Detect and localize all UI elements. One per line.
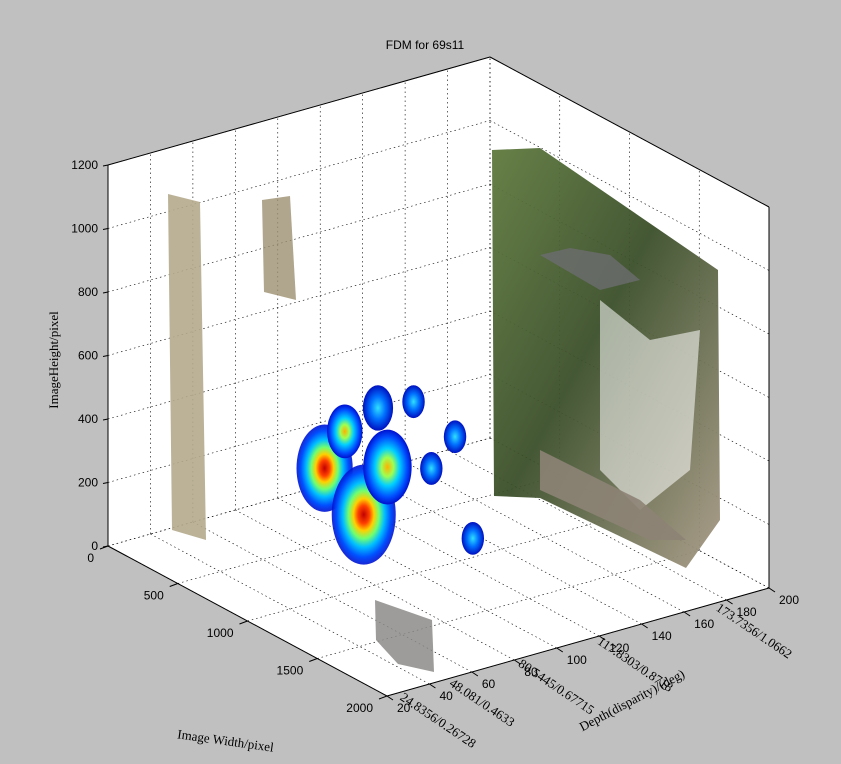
grid-line — [107, 247, 491, 356]
image-slice-far-ground — [540, 450, 686, 540]
y-axis-ticks: 0 200 400 600 800 1000 1200 — [71, 158, 109, 553]
y-tick-label: 400 — [78, 412, 98, 426]
depth-tick-mark — [726, 599, 733, 605]
image-slice-1 — [168, 194, 206, 540]
y-tick-mark — [102, 291, 109, 294]
x-tick-label: 500 — [144, 589, 164, 603]
depth-tick-mark — [641, 623, 648, 629]
depth-tick-mark — [514, 659, 521, 665]
grid-line — [320, 485, 600, 637]
x-tick-label: 0 — [87, 551, 94, 565]
x-tick-mark — [378, 695, 388, 700]
y-tick-label: 1000 — [71, 222, 98, 236]
axis-edge — [489, 56, 770, 208]
y-tick-label: 800 — [78, 285, 98, 299]
x-tick-mark — [169, 583, 178, 587]
depth-tick-mark — [768, 587, 776, 593]
grid-line — [150, 533, 430, 685]
chart-title: FDM for 69s11 — [386, 38, 465, 52]
depth-tick-label: 160 — [694, 617, 714, 631]
grid-line — [107, 183, 491, 293]
grid-line — [277, 497, 557, 649]
depth-tick-mark — [683, 611, 691, 617]
fixation-blob — [327, 404, 363, 459]
y-axis-label: ImageHeight/pixel — [46, 311, 61, 409]
depth-tick-mark — [556, 647, 564, 653]
grid-line — [447, 449, 727, 601]
grid-line — [247, 512, 630, 622]
grid-line — [404, 461, 685, 613]
y-tick-label: 0 — [91, 539, 98, 553]
depth-slice-near-far — [168, 148, 720, 672]
depth-tick-label: 40 — [439, 689, 453, 703]
depth-axis-ticks: 20 40 60 80 100 120 140 160 180 200 — [386, 587, 799, 715]
y-tick-mark — [102, 545, 109, 548]
fixation-density-map — [296, 385, 485, 565]
grid-line — [362, 473, 642, 625]
y-tick-mark — [102, 482, 109, 484]
depth-tick-label: 140 — [652, 629, 672, 643]
depth-tick-mark — [598, 635, 606, 641]
grid-line — [107, 437, 491, 547]
x-tick-label: 1000 — [207, 626, 234, 640]
axis-edge — [386, 587, 770, 697]
image-slice-1b — [262, 196, 296, 300]
x-axis-ticks: 0 500 1000 1500 2000 — [87, 545, 388, 715]
depth-tick-label: 180 — [737, 605, 757, 619]
grid-line — [489, 120, 770, 271]
fixation-blob — [363, 429, 412, 505]
fixation-blob — [443, 420, 467, 454]
image-slice-near — [375, 600, 434, 672]
x-tick-mark — [309, 658, 318, 662]
x-tick-label: 2000 — [346, 701, 373, 715]
fixation-blob — [402, 385, 425, 419]
y-tick-mark — [102, 355, 109, 357]
y-tick-mark — [102, 418, 109, 421]
depth-tick-label: 120 — [609, 641, 629, 655]
image-slice-far-white — [600, 300, 700, 510]
grid-line — [107, 374, 491, 483]
fixation-blob — [420, 452, 443, 485]
axis-edge — [107, 56, 491, 166]
image-slice-far-roof — [540, 248, 640, 290]
depth-axis-label: Depth(disparity)/(deg) — [577, 666, 687, 734]
grid-line — [235, 509, 515, 661]
grid-line — [107, 310, 491, 420]
y-tick-label: 1200 — [71, 158, 98, 172]
x-tick-label: 1500 — [277, 664, 304, 678]
depth-tick-mark — [471, 671, 479, 677]
depth-tick-mark — [429, 683, 436, 689]
depth-tick-label: 100 — [567, 653, 587, 667]
depth-tick-mark — [386, 695, 394, 701]
fixation-blob — [461, 521, 485, 555]
depth-tick-label: 200 — [779, 593, 799, 607]
depth-tick-label: 20 — [397, 701, 411, 715]
grid-line — [107, 120, 491, 229]
y-tick-mark — [102, 228, 109, 230]
grid-line — [192, 521, 473, 673]
x-tick-mark — [239, 620, 248, 625]
y-tick-label: 600 — [78, 349, 98, 363]
y-tick-label: 200 — [78, 476, 98, 490]
depth-tick-label: 80 — [524, 665, 538, 679]
depth-tick-label: 60 — [482, 677, 496, 691]
grid-line — [317, 550, 700, 659]
y-tick-mark — [102, 164, 109, 167]
fixation-blob — [362, 385, 394, 431]
x-axis-label: Image Width/pixel — [177, 726, 276, 754]
